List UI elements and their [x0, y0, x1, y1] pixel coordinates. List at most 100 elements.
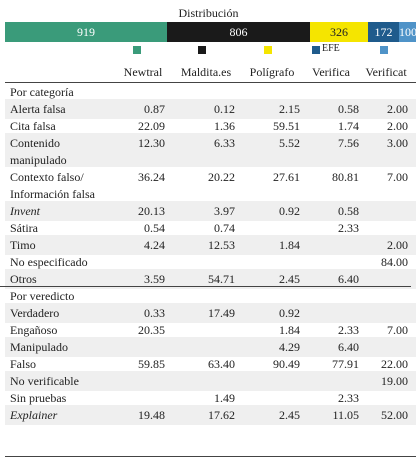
value-cell: 80.81 — [332, 170, 359, 184]
table-row: Contenido manipulado 12.30 6.33 5.52 7.56 3.00 — [5, 133, 416, 167]
value-cell: 4.24 — [144, 238, 165, 252]
value-cell: 2.00 — [387, 119, 408, 133]
value-cell: 2.45 — [279, 408, 300, 422]
distribution-segment-verifica: 172 — [368, 22, 399, 42]
value-cell: 7.56 — [338, 136, 359, 150]
value-cell: 2.33 — [338, 391, 359, 405]
value-cell: 54.71 — [208, 272, 235, 286]
section-title: Por categoría — [10, 85, 74, 99]
value-cell: 1.84 — [279, 238, 300, 252]
value-cell: 2.45 — [279, 272, 300, 286]
value-cell: 6.40 — [338, 272, 359, 286]
value-cell: 11.05 — [332, 408, 359, 422]
table-row: No verificable 19.00 — [5, 371, 416, 391]
value-cell: 2.33 — [338, 323, 359, 337]
distribution-segment-poligrafo: 326 — [310, 22, 368, 42]
section-header: Por categoría — [5, 82, 416, 102]
row-label: Otros — [10, 272, 37, 286]
table-row: Falso 59.85 63.40 90.49 77.91 22.00 — [5, 354, 416, 374]
value-cell: 3.97 — [214, 204, 235, 218]
header-rule — [5, 82, 416, 83]
value-cell: 1.74 — [338, 119, 359, 133]
legend-swatch-maldita — [198, 46, 206, 54]
column-header-poligrafo: Polígrafo — [249, 65, 295, 79]
row-label: Verdadero — [10, 306, 60, 320]
section-rule — [0, 286, 411, 287]
table-row: Alerta falsa 0.87 0.12 2.15 0.58 2.00 — [5, 99, 416, 119]
value-cell: 3.59 — [144, 272, 165, 286]
value-cell: 84.00 — [381, 255, 408, 269]
value-cell: 1.84 — [279, 323, 300, 337]
row-label: No especificado — [10, 255, 88, 269]
value-cell: 52.00 — [381, 408, 408, 422]
legend-swatch-newtral — [133, 46, 141, 54]
value-cell: 19.48 — [138, 408, 165, 422]
value-cell: 12.30 — [138, 136, 165, 150]
value-cell: 2.00 — [387, 102, 408, 116]
distribution-segment-verificat: 100 — [399, 22, 416, 42]
table-row: Cita falsa 22.09 1.36 59.51 1.74 2.00 — [5, 116, 416, 136]
legend-swatch-verifica — [312, 46, 320, 54]
value-cell: 2.00 — [387, 238, 408, 252]
row-label: Falso — [10, 357, 37, 371]
legend-swatch-verificat — [380, 46, 388, 54]
table-row: Engañoso 20.35 1.84 2.33 7.00 — [5, 320, 416, 340]
distribution-bar: 919 806 326 172 100 — [5, 22, 416, 42]
row-label-line2: manipulado — [10, 153, 67, 167]
value-cell: 2.33 — [338, 221, 359, 235]
distribution-segment-newtral: 919 — [5, 22, 167, 42]
distribution-title: Distribución — [178, 6, 239, 20]
legend-efe-label: EFE — [322, 43, 340, 54]
value-cell: 90.49 — [273, 357, 300, 371]
value-cell: 36.24 — [138, 170, 165, 184]
value-cell: 22.09 — [138, 119, 165, 133]
value-cell: 0.74 — [214, 221, 235, 235]
table-row: Verdadero 0.33 17.49 0.92 — [5, 303, 416, 323]
value-cell: 0.54 — [144, 221, 165, 235]
value-cell: 0.58 — [338, 204, 359, 218]
section-title: Por veredicto — [10, 289, 75, 303]
row-label: Engañoso — [10, 323, 58, 337]
row-label: Sátira — [10, 221, 38, 235]
value-cell: 4.29 — [279, 340, 300, 354]
value-cell: 6.40 — [338, 340, 359, 354]
table-row: Manipulado 4.29 6.40 — [5, 337, 416, 357]
table-row: Invent 20.13 3.97 0.92 0.58 — [5, 201, 416, 221]
table-row: Contexto falso/Información falsa 36.24 20.… — [5, 167, 416, 201]
value-cell: 5.52 — [279, 136, 300, 150]
table-row: No especificado 84.00 — [5, 252, 416, 272]
value-cell: 59.51 — [273, 119, 300, 133]
distribution-segment-maldita: 806 — [167, 22, 310, 42]
column-header-newtral: Newtral — [123, 65, 163, 79]
value-cell: 19.00 — [381, 374, 408, 388]
value-cell: 77.91 — [332, 357, 359, 371]
row-label: Manipulado — [10, 340, 68, 354]
table-row: Timo 4.24 12.53 1.84 2.00 — [5, 235, 416, 255]
legend-swatch-poligrafo — [264, 46, 272, 54]
value-cell: 0.12 — [214, 102, 235, 116]
value-cell: 1.36 — [214, 119, 235, 133]
value-cell: 0.92 — [279, 306, 300, 320]
row-label: Invent — [10, 204, 40, 218]
value-cell: 6.33 — [214, 136, 235, 150]
value-cell: 7.00 — [387, 323, 408, 337]
value-cell: 7.00 — [387, 170, 408, 184]
table-row: Sátira 0.54 0.74 2.33 — [5, 218, 416, 238]
value-cell: 17.49 — [208, 306, 235, 320]
bottom-rule — [5, 456, 416, 457]
value-cell: 20.13 — [138, 204, 165, 218]
value-cell: 2.15 — [279, 102, 300, 116]
value-cell: 0.58 — [338, 102, 359, 116]
column-header-verificat: Verificat — [365, 65, 407, 79]
row-label: No verificable — [10, 374, 79, 388]
value-cell: 22.00 — [381, 357, 408, 371]
section-header: Por veredicto — [5, 286, 416, 306]
value-cell: 0.33 — [144, 306, 165, 320]
value-cell: 1.49 — [214, 391, 235, 405]
value-cell: 12.53 — [208, 238, 235, 252]
row-label: Alerta falsa — [10, 102, 66, 116]
value-cell: 17.62 — [208, 408, 235, 422]
value-cell: 27.61 — [273, 170, 300, 184]
value-cell: 20.22 — [208, 170, 235, 184]
row-label: Cita falsa — [10, 119, 56, 133]
